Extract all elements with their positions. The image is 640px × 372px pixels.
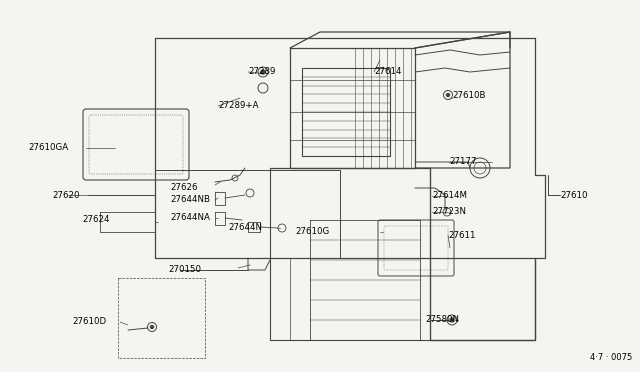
Text: 27620: 27620: [52, 190, 79, 199]
Text: 27644NB: 27644NB: [170, 196, 210, 205]
Text: 27177: 27177: [449, 157, 477, 167]
Text: 27610D: 27610D: [72, 317, 106, 327]
Text: 27289: 27289: [248, 67, 275, 77]
Text: 4·7 · 0075: 4·7 · 0075: [590, 353, 632, 362]
Text: 27610: 27610: [560, 190, 588, 199]
Text: 27626: 27626: [170, 183, 198, 192]
Circle shape: [150, 326, 154, 328]
Text: 27624: 27624: [82, 215, 109, 224]
Text: 27580N: 27580N: [425, 315, 459, 324]
Bar: [302, 68, 390, 156]
Text: 27644NA: 27644NA: [170, 214, 210, 222]
Text: 27723N: 27723N: [432, 208, 466, 217]
Circle shape: [261, 70, 265, 74]
Text: 27614: 27614: [374, 67, 401, 77]
Text: 270150: 270150: [168, 266, 201, 275]
Text: 27610B: 27610B: [452, 90, 486, 99]
Text: 27610GA: 27610GA: [28, 144, 68, 153]
Text: 27614M: 27614M: [432, 192, 467, 201]
Text: 27611: 27611: [448, 231, 476, 240]
Circle shape: [450, 318, 454, 322]
Text: 27644N: 27644N: [228, 224, 262, 232]
Text: 27610G: 27610G: [295, 228, 329, 237]
Circle shape: [447, 93, 449, 96]
Text: 27289+A: 27289+A: [218, 102, 259, 110]
